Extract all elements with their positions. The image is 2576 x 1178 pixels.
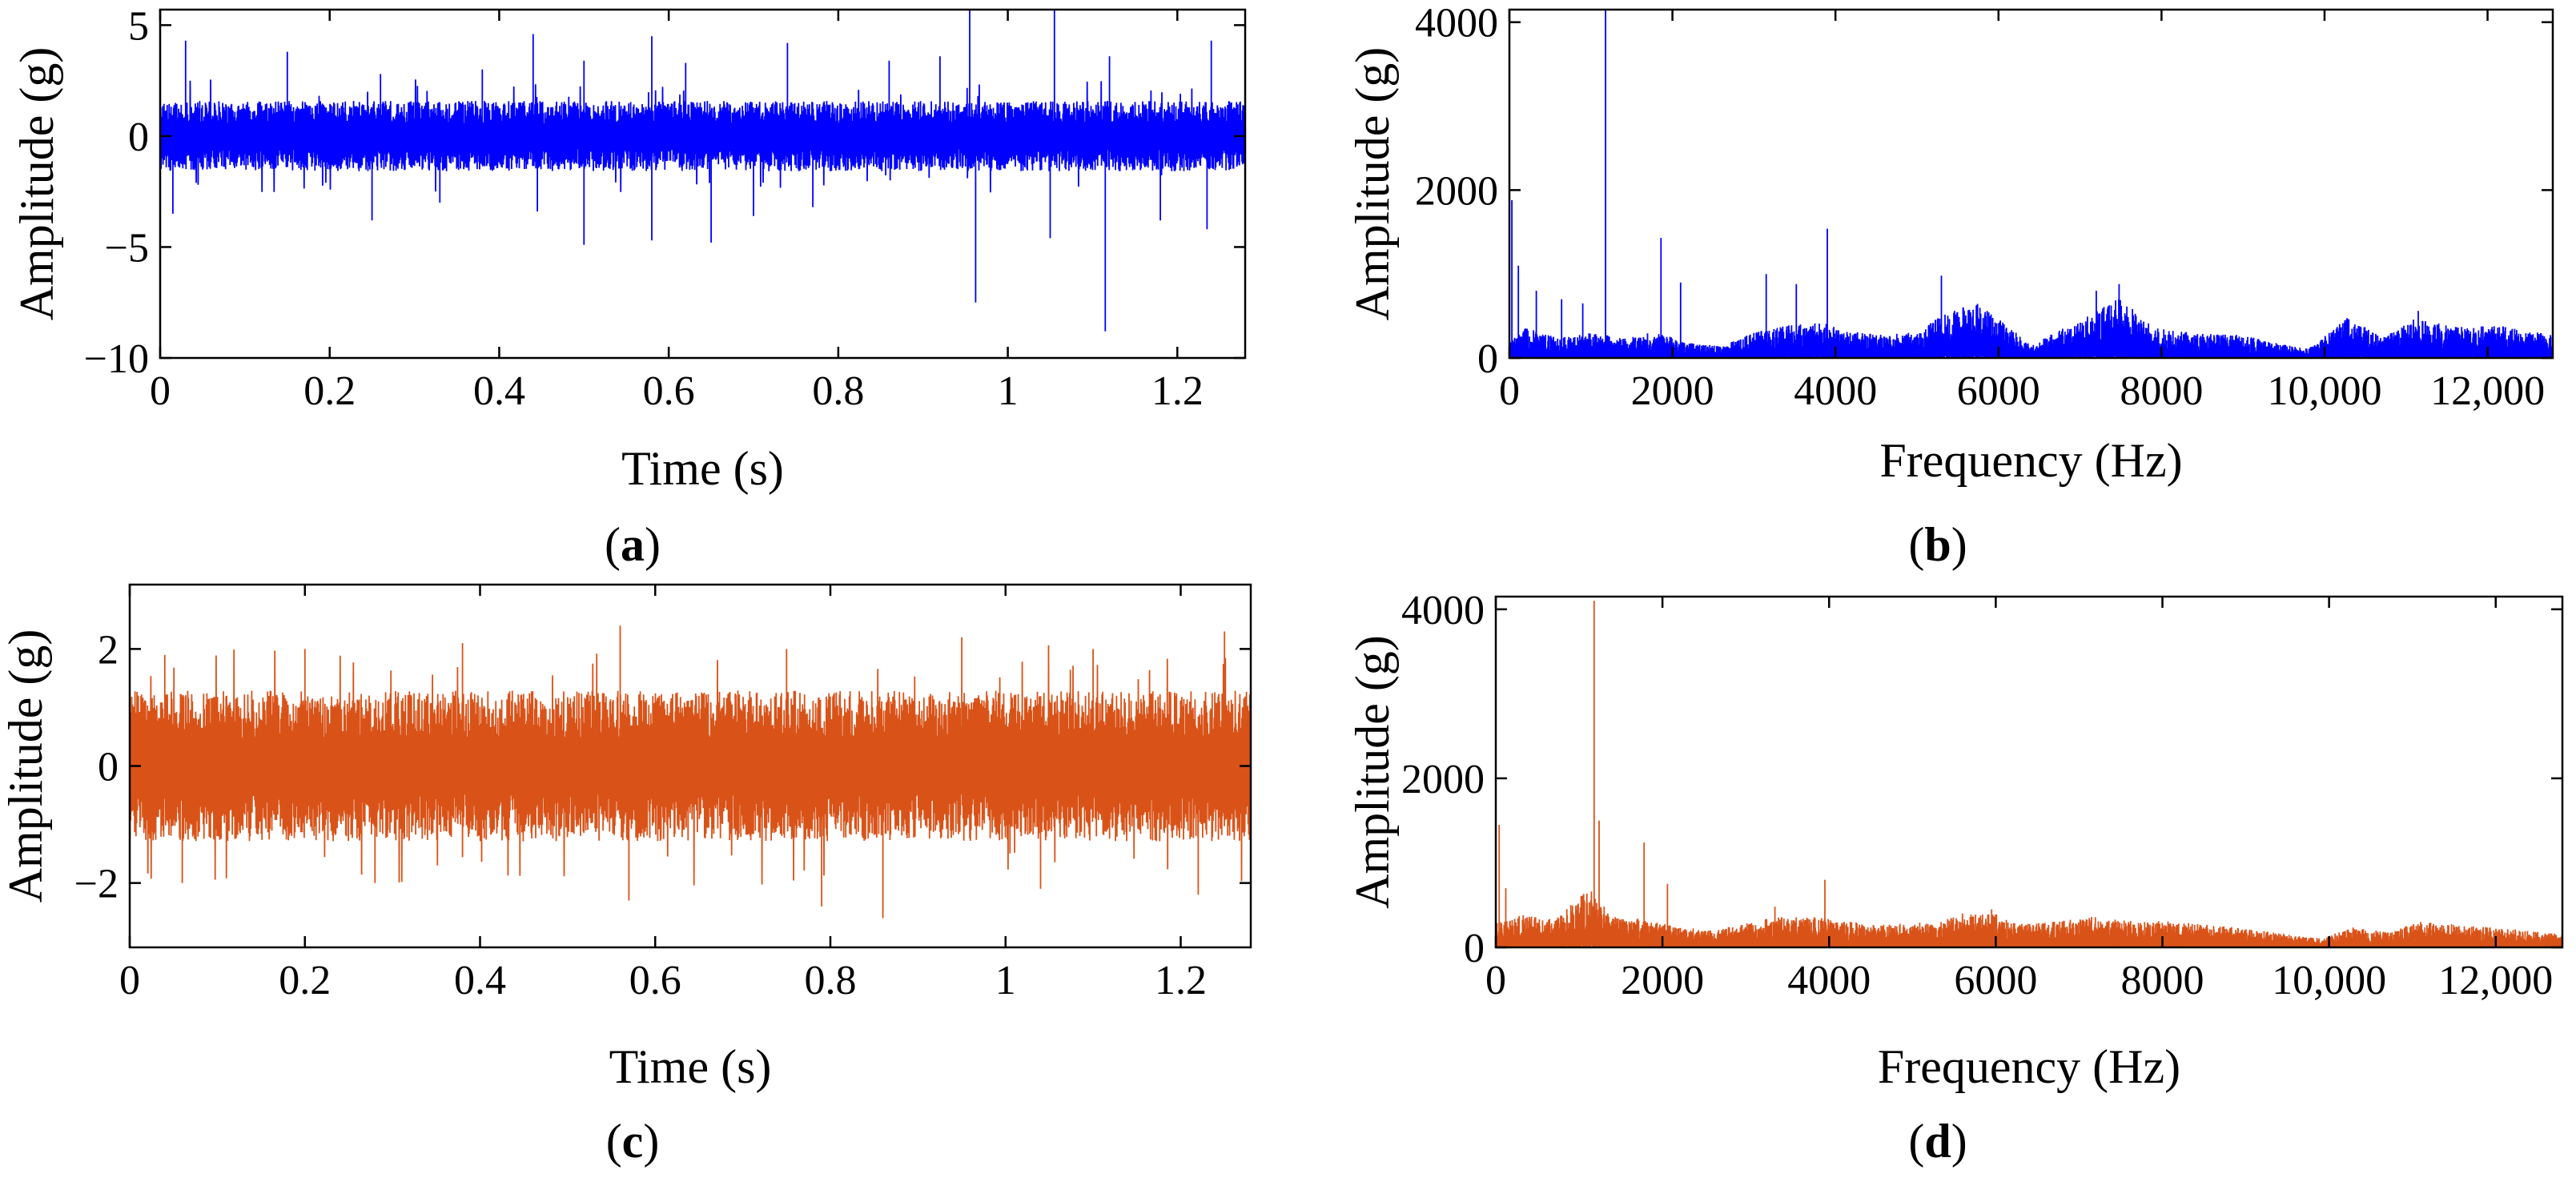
x-tick-label-c: 0.8 bbox=[805, 958, 857, 1003]
panel-b: 0 2000 4000 6000 8000 10,000 12,000020004000Fr… bbox=[1346, 1, 2554, 571]
panel-label-open-paren: ( bbox=[605, 518, 621, 571]
panel-label-d: (d) bbox=[1908, 1115, 1967, 1168]
y-axis-label-a: Amplitude (g) bbox=[10, 47, 63, 321]
y-tick-label-d: 0 bbox=[1464, 926, 1485, 971]
x-tick-label-b: 10,000 bbox=[2267, 368, 2381, 414]
x-tick-label-d: 8000 bbox=[2121, 958, 2204, 1003]
panel-label-open-paren: ( bbox=[1908, 1115, 1924, 1168]
x-tick-label-a: 0.8 bbox=[812, 368, 864, 414]
x-tick-label-c: 0.2 bbox=[279, 958, 331, 1003]
panel-label-letter: d bbox=[1924, 1115, 1951, 1168]
y-tick-label-c: 2 bbox=[98, 627, 119, 673]
panel-label-close-paren: ) bbox=[1951, 1115, 1967, 1168]
series-line-c bbox=[130, 625, 1251, 919]
x-tick-label-d: 10,000 bbox=[2272, 958, 2386, 1003]
axes-frame-a bbox=[159, 8, 1247, 360]
x-tick-label-c: 1.2 bbox=[1155, 958, 1207, 1003]
x-tick-label-c: 1 bbox=[995, 958, 1016, 1003]
x-tick-label-d: 12,000 bbox=[2438, 958, 2553, 1003]
x-tick-label-a: 1.2 bbox=[1151, 368, 1204, 414]
panel-label-letter: a bbox=[621, 518, 645, 571]
panel-d: 0 2000 4000 6000 8000 10,000 12,000020004000Fr… bbox=[1346, 588, 2564, 1168]
x-tick-label-d: 6000 bbox=[1954, 958, 2037, 1003]
x-tick-label-a: 0 bbox=[150, 368, 171, 414]
x-tick-label-b: 2000 bbox=[1631, 368, 1714, 414]
panel-a: 0 0.2 0.4 0.6 0.8 1 1.2 −10 −5 0 5 Time (s) Amplitud… bbox=[10, 3, 1247, 571]
x-tick-label-a: 0.4 bbox=[473, 368, 525, 414]
x-tick-label-d: 2000 bbox=[1621, 958, 1704, 1003]
x-tick-label-d: 4000 bbox=[1787, 958, 1871, 1003]
panel-label-close-paren: ) bbox=[643, 1115, 659, 1168]
y-tick-label-a: 0 bbox=[128, 115, 149, 160]
panel-c: 0 0.2 0.4 0.6 0.8 1 1.2 −2 0 2 Time (s) Amplitude (… bbox=[0, 583, 1252, 1168]
x-axis-label-d: Frequency (Hz) bbox=[1878, 1040, 2180, 1093]
panel-label-open-paren: ( bbox=[606, 1115, 622, 1168]
x-axis-label-c: Time (s) bbox=[609, 1040, 772, 1093]
x-axis-label-a: Time (s) bbox=[621, 442, 784, 495]
x-tick-label-b: 8000 bbox=[2120, 368, 2203, 414]
y-axis-label-c: Amplitude (g) bbox=[0, 629, 52, 903]
panel-label-letter: b bbox=[1924, 518, 1951, 571]
panel-label-open-paren: ( bbox=[1908, 518, 1924, 571]
x-tick-label-b: 6000 bbox=[1957, 368, 2040, 414]
x-tick-label-b: 0 bbox=[1499, 368, 1520, 414]
series-line-d bbox=[1496, 601, 2562, 947]
series-line-b bbox=[1509, 10, 2553, 358]
x-tick-label-a: 0.6 bbox=[643, 368, 695, 414]
x-tick-label-c: 0 bbox=[119, 958, 140, 1003]
y-tick-label-a: −10 bbox=[84, 336, 149, 382]
y-tick-label-c: −2 bbox=[74, 862, 119, 907]
y-tick-label-c: 0 bbox=[98, 745, 119, 790]
series-line-a bbox=[160, 10, 1245, 332]
panel-label-letter: c bbox=[622, 1115, 644, 1168]
y-axis-label-d: Amplitude (g) bbox=[1346, 635, 1399, 909]
x-axis-label-b: Frequency (Hz) bbox=[1879, 434, 2182, 487]
panel-label-close-paren: ) bbox=[645, 518, 661, 571]
y-tick-label-d: 4000 bbox=[1401, 588, 1485, 633]
panel-label-close-paren: ) bbox=[1951, 518, 1967, 571]
x-tick-label-a: 1 bbox=[998, 368, 1019, 414]
y-tick-label-d: 2000 bbox=[1401, 757, 1485, 802]
panel-label-b: (b) bbox=[1908, 518, 1967, 571]
y-tick-label-b: 4000 bbox=[1415, 1, 1498, 46]
x-tick-label-d: 0 bbox=[1485, 958, 1506, 1003]
panel-label-a: (a) bbox=[605, 518, 661, 571]
x-tick-label-a: 0.2 bbox=[303, 368, 356, 414]
y-tick-label-a: −5 bbox=[105, 225, 149, 271]
y-tick-label-b: 0 bbox=[1477, 336, 1498, 382]
x-tick-label-b: 12,000 bbox=[2430, 368, 2545, 414]
y-tick-label-a: 5 bbox=[128, 3, 149, 49]
y-axis-label-b: Amplitude (g) bbox=[1346, 47, 1399, 321]
x-tick-label-b: 4000 bbox=[1794, 368, 1877, 414]
panel-label-c: (c) bbox=[606, 1115, 660, 1168]
axes-frame-d bbox=[1494, 595, 2564, 949]
axes-frame-b bbox=[1508, 8, 2554, 360]
x-tick-label-c: 0.4 bbox=[454, 958, 506, 1003]
x-tick-label-c: 0.6 bbox=[629, 958, 681, 1003]
y-tick-label-b: 2000 bbox=[1415, 168, 1498, 214]
